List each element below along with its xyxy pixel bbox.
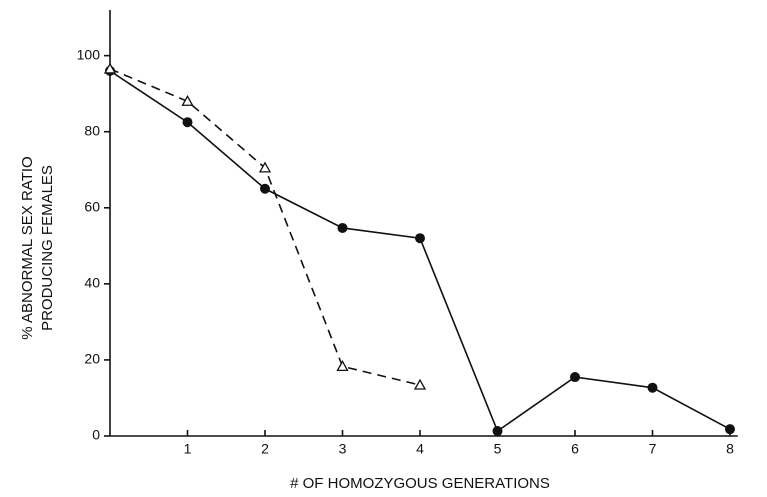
series-line (109, 68, 421, 386)
point (182, 117, 193, 128)
y-axis-label: % ABNORMAL SEX RATIO (19, 156, 36, 339)
point (337, 222, 348, 233)
point (570, 372, 580, 383)
x-tick-label: 1 (184, 441, 192, 457)
x-axis-label: # OF HOMOZYGOUS GENERATIONS (290, 475, 550, 492)
y-tick-label: 60 (84, 198, 100, 214)
point (336, 360, 349, 372)
x-tick-label: 8 (726, 441, 734, 457)
y-tick-label: 40 (84, 275, 100, 291)
point (415, 233, 425, 244)
x-tick-label: 5 (494, 441, 502, 457)
point (103, 62, 117, 74)
y-axis-label: PRODUCING FEMALES (39, 165, 56, 331)
x-tick-label: 2 (261, 441, 269, 457)
series-line (109, 70, 731, 433)
y-tick-label: 0 (92, 427, 100, 443)
point (260, 183, 270, 194)
point (492, 426, 503, 437)
point (647, 382, 658, 393)
point (181, 94, 194, 106)
point (725, 424, 735, 435)
point (258, 161, 272, 173)
y-tick-label: 100 (77, 46, 101, 62)
x-tick-label: 3 (339, 441, 347, 457)
point (413, 378, 427, 390)
x-tick-label: 4 (416, 441, 424, 457)
y-tick-label: 20 (84, 351, 100, 367)
x-tick-label: 6 (571, 441, 579, 457)
y-tick-label: 80 (84, 122, 100, 138)
x-tick-label: 7 (649, 441, 657, 457)
